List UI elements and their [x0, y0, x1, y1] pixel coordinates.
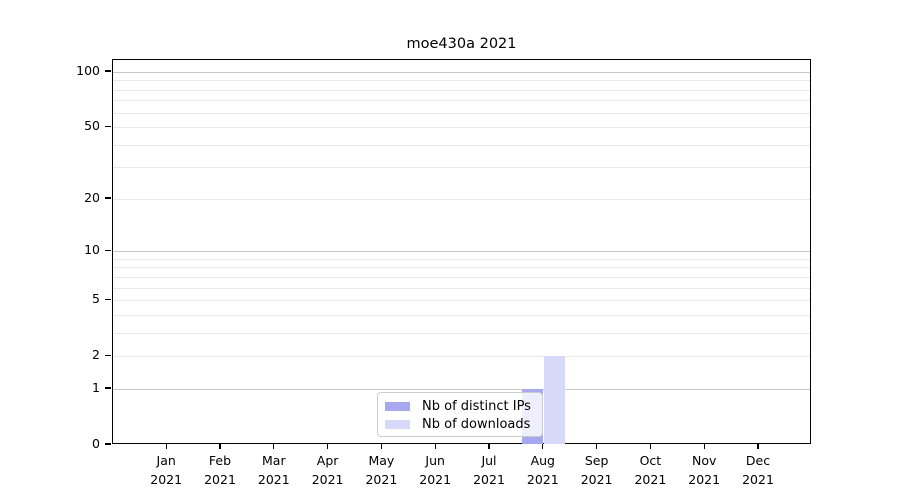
x-tick-mark-oct: [649, 444, 651, 449]
x-tick-mark-jan: [165, 444, 167, 449]
x-tick-label-jun: Jun 2021: [419, 453, 452, 487]
x-tick-label-sep: Sep 2021: [580, 453, 613, 487]
y-tick-mark-1: [105, 387, 111, 389]
gridline-3: [113, 332, 810, 334]
y-tick-mark-10: [105, 249, 111, 251]
plot-area: [112, 59, 811, 444]
y-tick-label-5: 5: [92, 291, 100, 307]
legend-item-distinct-ips: Nb of distinct IPs: [378, 397, 542, 415]
y-tick-mark-100: [105, 70, 111, 72]
y-tick-label-2: 2: [92, 347, 100, 363]
x-tick-mark-jul: [488, 444, 490, 449]
y-tick-label-50: 50: [84, 118, 100, 134]
x-tick-label-oct: Oct 2021: [634, 453, 667, 487]
bar-downloads-aug: [543, 356, 565, 444]
legend-label-downloads: Nb of downloads: [422, 416, 531, 432]
x-tick-label-feb: Feb 2021: [204, 453, 236, 487]
x-tick-mark-jun: [434, 444, 436, 449]
y-tick-label-0: 0: [92, 436, 100, 451]
y-tick-label-1: 1: [92, 379, 100, 395]
gridline-4: [113, 314, 810, 316]
gridline-40: [113, 144, 810, 146]
gridline-20: [113, 198, 810, 200]
x-tick-mark-dec: [757, 444, 759, 449]
legend: Nb of distinct IPs Nb of downloads: [377, 392, 543, 437]
gridline-5: [113, 300, 810, 302]
x-tick-label-apr: Apr 2021: [311, 453, 344, 487]
x-tick-mark-nov: [703, 444, 705, 449]
chart-title: moe430a 2021: [406, 36, 517, 52]
x-tick-mark-aug: [542, 444, 544, 449]
x-tick-mark-sep: [596, 444, 598, 449]
x-tick-mark-mar: [273, 444, 275, 449]
x-tick-label-mar: Mar 2021: [257, 453, 290, 487]
bars-layer: [113, 60, 810, 444]
gridline-8: [113, 267, 810, 269]
legend-item-downloads: Nb of downloads: [378, 415, 542, 433]
gridlines-layer: [113, 60, 810, 443]
x-tick-label-nov: Nov 2021: [688, 453, 721, 487]
x-tick-label-jan: Jan 2021: [150, 453, 183, 487]
gridline-50: [113, 127, 810, 129]
legend-swatch-distinct-ips-icon: [385, 401, 410, 411]
y-tick-label-20: 20: [84, 189, 100, 205]
gridline-70: [113, 100, 810, 102]
x-tick-label-aug: Aug 2021: [526, 453, 559, 487]
gridline-7: [113, 276, 810, 278]
legend-swatch-downloads-icon: [385, 419, 410, 429]
y-tick-mark-20: [105, 197, 111, 199]
x-tick-label-dec: Dec 2021: [742, 453, 774, 487]
y-tick-label-10: 10: [84, 242, 100, 258]
x-tick-label-may: May 2021: [365, 453, 398, 487]
x-tick-label-jul: Jul 2021: [473, 453, 505, 487]
x-tick-mark-may: [380, 444, 382, 449]
y-tick-mark-0: [105, 443, 111, 445]
y-tick-mark-5: [105, 298, 111, 300]
gridline-30: [113, 167, 810, 169]
y-tick-mark-2: [105, 354, 111, 356]
x-tick-mark-apr: [327, 444, 329, 449]
gridline-90: [113, 80, 810, 82]
x-tick-mark-feb: [219, 444, 221, 449]
gridline-9: [113, 258, 810, 260]
gridline-80: [113, 89, 810, 91]
legend-label-distinct-ips: Nb of distinct IPs: [422, 398, 531, 414]
gridline-2: [113, 356, 810, 358]
gridline-6: [113, 287, 810, 289]
y-tick-label-100: 100: [76, 63, 100, 78]
y-tick-mark-50: [105, 125, 111, 127]
gridline-10: [113, 251, 810, 253]
gridline-1: [113, 388, 810, 390]
gridline-100: [113, 72, 810, 73]
gridline-60: [113, 112, 810, 114]
